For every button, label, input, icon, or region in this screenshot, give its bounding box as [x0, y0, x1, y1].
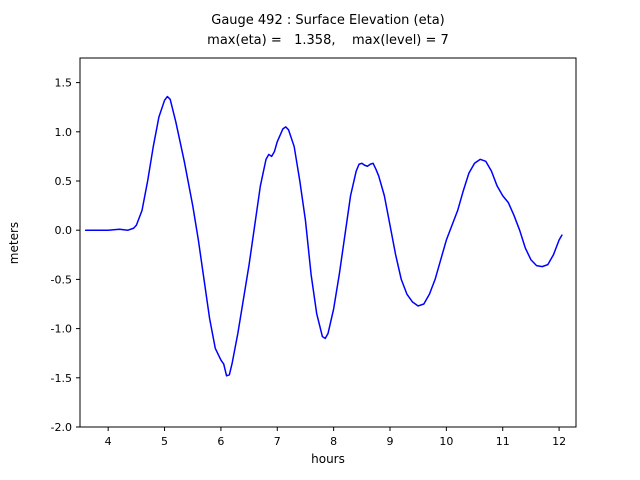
y-tick-label: 1.5	[55, 77, 73, 90]
y-tick-label: -1.5	[51, 372, 72, 385]
x-axis-label: hours	[311, 452, 345, 466]
series-line-eta	[84, 95, 563, 377]
x-tick-label: 10	[439, 435, 453, 448]
y-tick-label: 0.0	[55, 224, 73, 237]
x-tick-label: 4	[105, 435, 112, 448]
x-tick-label: 9	[387, 435, 394, 448]
y-axis-label: meters	[7, 221, 21, 265]
y-tick-label: -0.5	[51, 273, 72, 286]
chart-title: Gauge 492 : Surface Elevation (eta)	[211, 13, 445, 28]
x-tick-label: 12	[552, 435, 566, 448]
x-tick-label: 7	[274, 435, 281, 448]
x-tick-label: 11	[496, 435, 510, 448]
x-tick-label: 5	[161, 435, 168, 448]
y-tick-label: -1.0	[51, 323, 72, 336]
y-tick-label: -2.0	[51, 421, 72, 434]
y-tick-label: 1.0	[55, 126, 73, 139]
x-tick-label: 6	[217, 435, 224, 448]
axes-frame	[79, 57, 577, 428]
x-tick-label: 8	[330, 435, 337, 448]
chart-subtitle: max(eta) = 1.358, max(level) = 7	[207, 33, 449, 48]
y-tick-label: 0.5	[55, 175, 73, 188]
